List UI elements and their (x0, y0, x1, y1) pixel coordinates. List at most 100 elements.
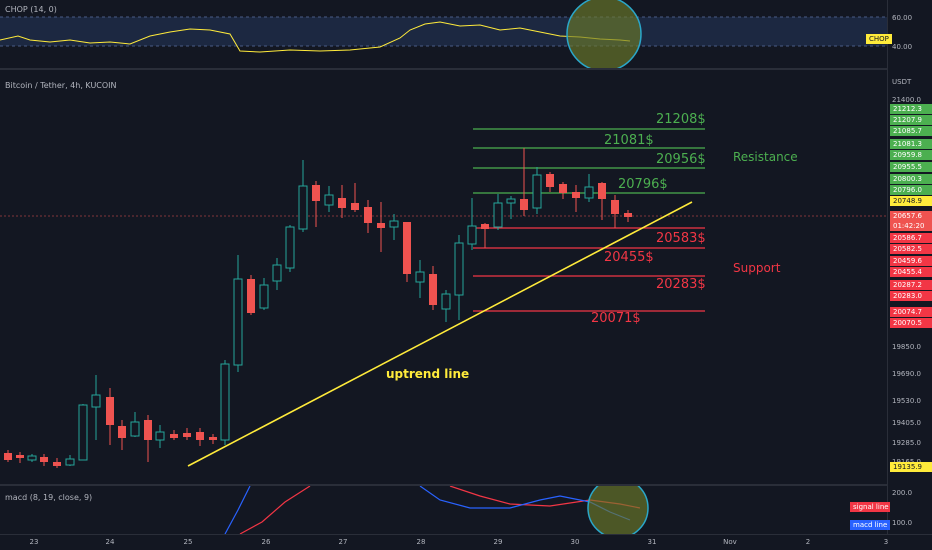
uptrend-line (187, 201, 693, 467)
red-badge-9: 20074.7 (890, 307, 932, 317)
candle-body (584, 186, 594, 199)
time-label: 26 (261, 538, 271, 546)
signal-line-badge: signal line (850, 502, 890, 512)
price-tick-19405: 19405.0 (892, 419, 921, 427)
low-price-badge: 19135.9 (890, 462, 932, 472)
red-badge-4: 20582.5 (890, 244, 932, 254)
candle-body (572, 192, 580, 198)
macd-tick-200: 200.0 (892, 489, 913, 497)
candle-body (298, 185, 308, 230)
macd-plot (224, 486, 649, 534)
green-badge-7: 20800.3 (890, 174, 932, 184)
candle-body (209, 437, 217, 440)
candle-body (53, 462, 61, 466)
support-level-4: 20071$ (591, 311, 641, 326)
candle-body (441, 293, 451, 310)
candle-body (429, 274, 437, 305)
chop-indicator-label[interactable]: CHOP (14, 0) (5, 5, 57, 14)
countdown-badge: 01:42:20 (890, 221, 932, 231)
signal-line (239, 486, 311, 534)
support-label: Support (733, 261, 781, 275)
resistance-level-3: 20956$ (656, 152, 706, 167)
candle-body (144, 420, 152, 440)
candle-body (40, 457, 48, 462)
time-label: 30 (570, 538, 580, 546)
candle-body (220, 363, 230, 441)
macd-indicator-label[interactable]: macd (8, 19, close, 9) (5, 493, 93, 502)
red-badge-5: 20459.6 (890, 256, 932, 266)
candle-body (324, 194, 334, 206)
support-level-2: 20455$ (604, 250, 654, 265)
support-level-3: 20283$ (656, 277, 706, 292)
resistance-level-1: 21208$ (656, 112, 706, 127)
candle-body (415, 271, 425, 283)
chop-band (0, 17, 887, 46)
chop-line (0, 21, 631, 53)
currency-label: USDT (892, 78, 912, 86)
time-label: 24 (105, 538, 115, 546)
chop-highlight-circle (566, 0, 642, 68)
main-chart-pane[interactable]: Bitcoin / Tether, 4h, KUCOIN (0, 70, 887, 484)
red-badge-6: 20455.4 (890, 267, 932, 277)
resistance-level-4: 20796$ (618, 177, 668, 192)
candle-body (403, 222, 411, 274)
chop-badge: CHOP (866, 34, 892, 44)
resistance-label: Resistance (733, 150, 798, 164)
candle-body (611, 200, 619, 214)
green-badge-1: 21212.3 (890, 104, 932, 114)
candle-body (155, 431, 165, 441)
candle-body (624, 213, 632, 217)
candle-body (65, 458, 75, 466)
red-badge-7: 20287.2 (890, 280, 932, 290)
time-axis[interactable]: 23 24 25 26 27 28 29 30 31 Nov 2 3 (0, 534, 932, 550)
macd-tick-100: 100.0 (892, 519, 913, 527)
candle-body (364, 207, 372, 223)
candle-body (78, 404, 88, 461)
candle-body (598, 183, 606, 199)
candle-body (493, 202, 503, 228)
green-badge-4: 21081.3 (890, 139, 932, 149)
price-tick-21400: 21400.0 (892, 96, 921, 104)
time-label: 29 (493, 538, 503, 546)
macd-line (224, 486, 251, 534)
price-tick-19690: 19690.0 (892, 370, 921, 378)
candle-body (16, 455, 24, 458)
green-badge-2: 21207.9 (890, 115, 932, 125)
time-label: 31 (647, 538, 657, 546)
candle-body (506, 198, 516, 204)
pane-divider[interactable] (0, 68, 932, 70)
red-badge-8: 20283.0 (890, 291, 932, 301)
candle-body (118, 426, 126, 438)
candle-body (27, 455, 37, 461)
red-badge-3: 20586.7 (890, 233, 932, 243)
candle-body (91, 394, 101, 408)
time-label: 27 (338, 538, 348, 546)
candle-body (170, 434, 178, 438)
candle-body (259, 284, 269, 309)
support-level-1: 20583$ (656, 231, 706, 246)
red-badge-10: 20070.5 (890, 318, 932, 328)
time-label: 25 (183, 538, 193, 546)
candle-body (338, 198, 346, 208)
symbol-label[interactable]: Bitcoin / Tether, 4h, KUCOIN (5, 81, 117, 90)
macd-pane[interactable]: macd (8, 19, close, 9) (0, 486, 887, 534)
red-badge-1: 20657.6 (890, 211, 932, 221)
chop-pane[interactable]: CHOP (14, 0) (0, 0, 887, 68)
candle-body (559, 184, 567, 193)
candle-body (312, 185, 320, 201)
candle-body (196, 432, 204, 440)
candle-body (454, 242, 464, 296)
candle-body (546, 174, 554, 187)
candle-body (106, 397, 114, 425)
candlestick-chart (0, 128, 887, 468)
chop-plot (0, 0, 887, 68)
candle-body (247, 279, 255, 313)
price-axis[interactable]: 60.00 40.00 CHOP USDT 21400.0 21212.3 21… (850, 0, 932, 534)
candle-body (233, 278, 243, 366)
time-label: 23 (29, 538, 39, 546)
price-tick-19850: 19850.0 (892, 343, 921, 351)
pane-divider[interactable] (0, 484, 932, 486)
price-tick-19285: 19285.0 (892, 439, 921, 447)
candle-body (389, 220, 399, 228)
candle-body (130, 421, 140, 437)
